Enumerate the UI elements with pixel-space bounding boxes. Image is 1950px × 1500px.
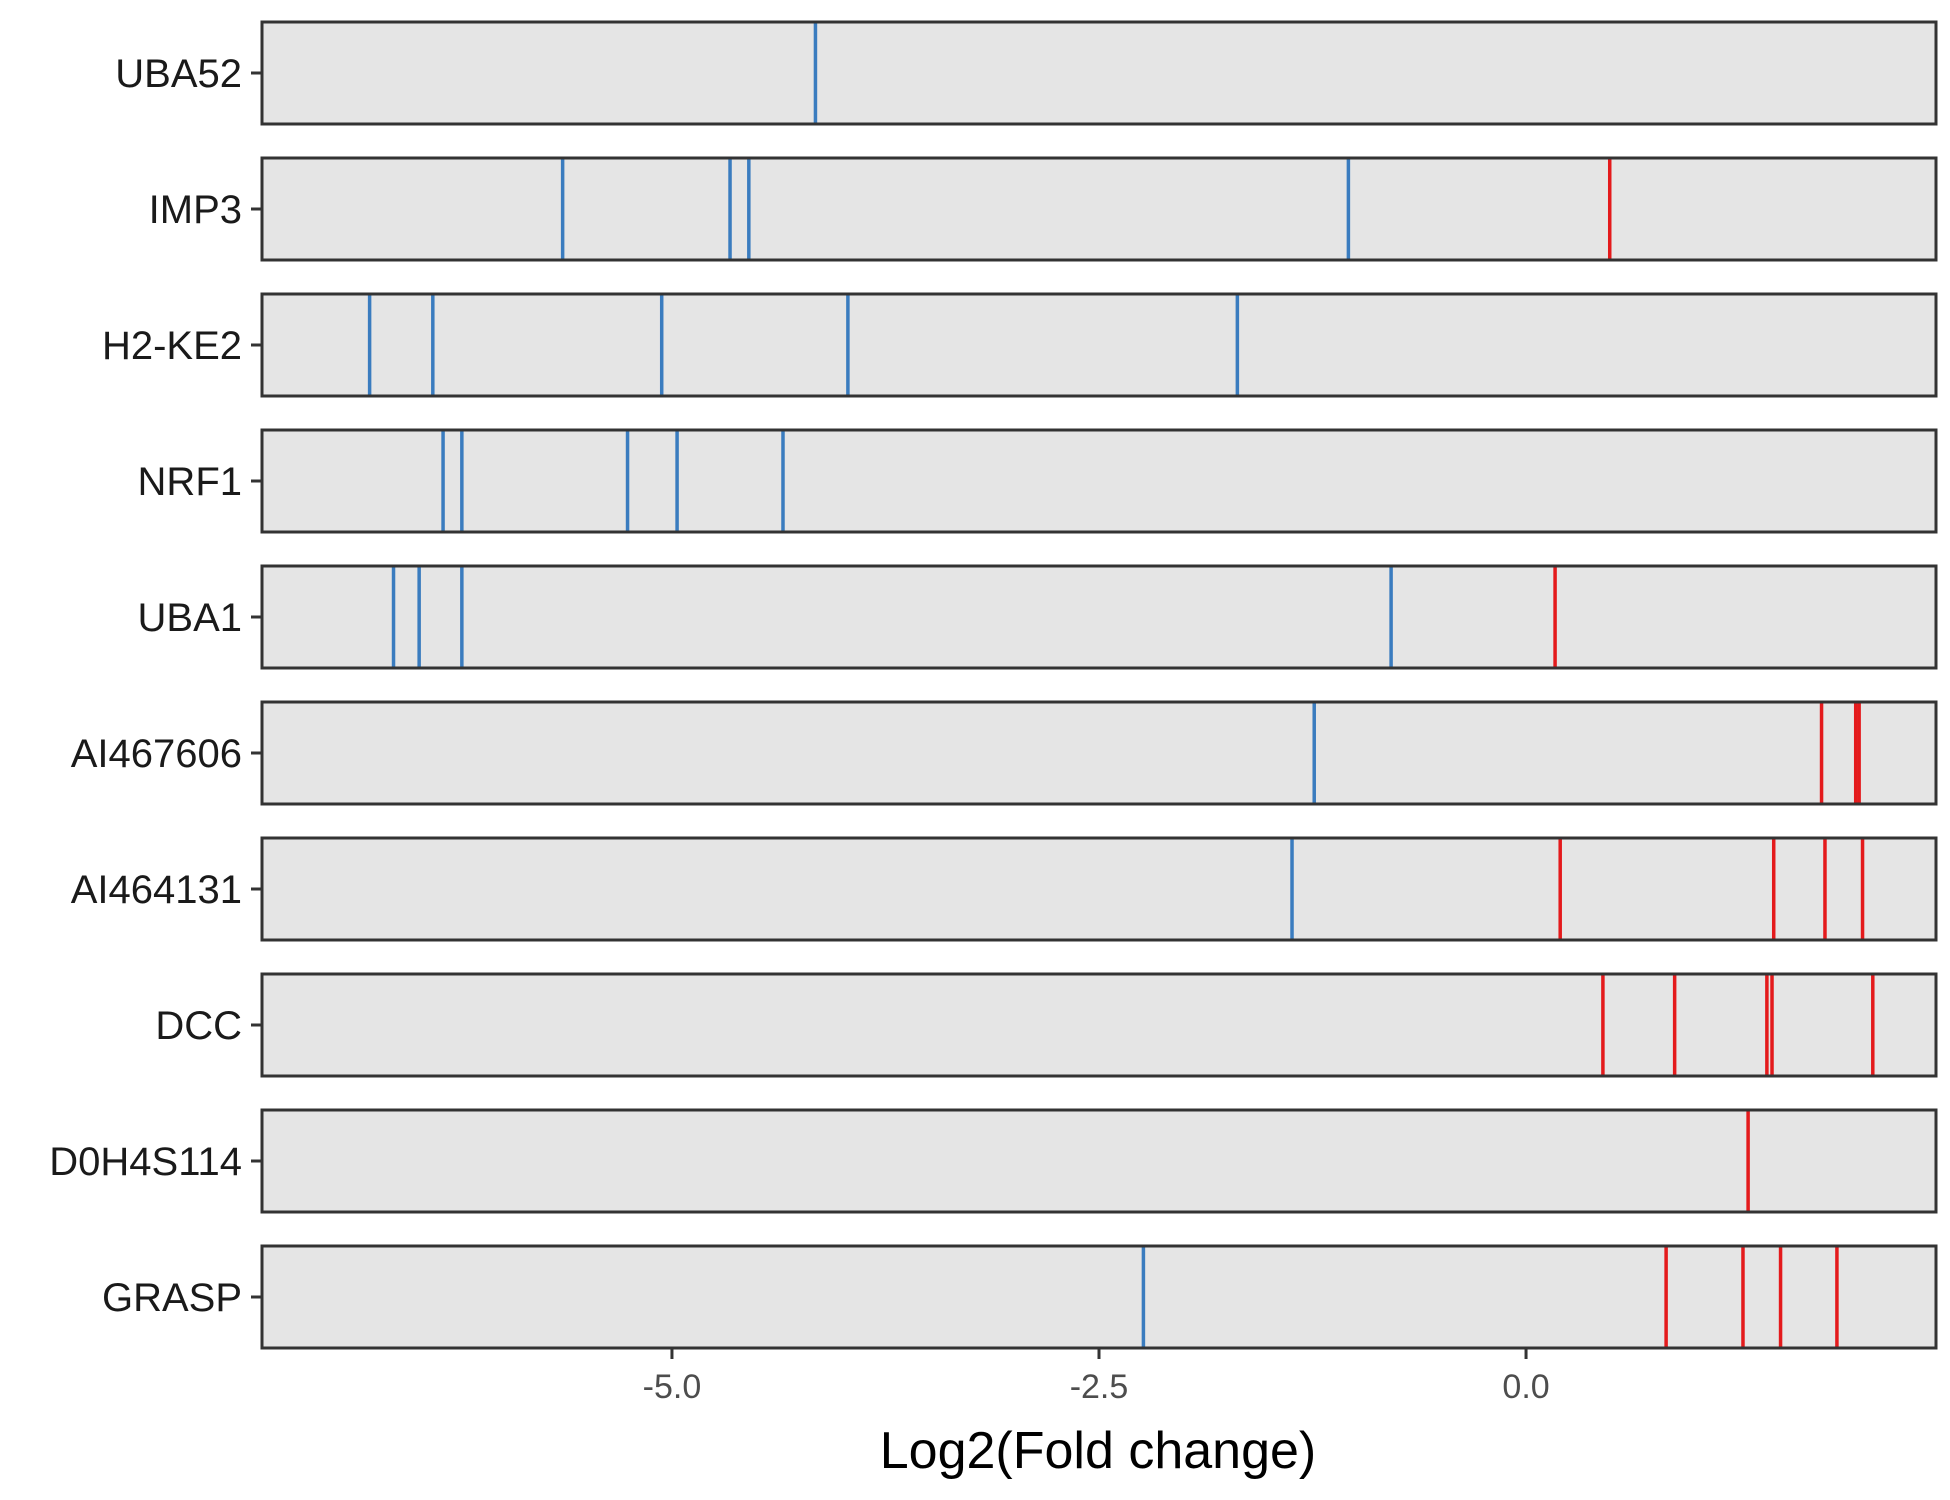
panel-background: [260, 1108, 1938, 1214]
x-tick-label: -5.0: [643, 1368, 702, 1406]
panel-background: [260, 20, 1938, 126]
x-axis: -5.0 -2.5 0.0: [643, 1348, 1550, 1406]
gene-panel: H2-KE2: [102, 292, 1938, 398]
gene-label: DCC: [155, 1004, 242, 1048]
gene-label: AI464131: [71, 868, 242, 912]
gene-panel: GRASP: [102, 1244, 1938, 1350]
gene-label: UBA52: [115, 52, 242, 96]
gene-label: IMP3: [149, 188, 242, 232]
panel-background: [260, 428, 1938, 534]
panel-background: [260, 156, 1938, 262]
panel-background: [260, 972, 1938, 1078]
gene-panel: AI467606: [71, 700, 1938, 806]
x-axis-title: Log2(Fold change): [880, 1422, 1317, 1480]
gene-label: H2-KE2: [102, 324, 242, 368]
gene-label: NRF1: [138, 460, 242, 504]
gene-panel: NRF1: [138, 428, 1938, 534]
gene-panel: UBA1: [138, 564, 1938, 670]
gene-label: GRASP: [102, 1276, 242, 1320]
gene-label: UBA1: [138, 596, 243, 640]
gene-panel: IMP3: [149, 156, 1938, 262]
gene-panel: D0H4S114: [49, 1108, 1938, 1214]
gene-label: AI467606: [71, 732, 242, 776]
gene-label: D0H4S114: [49, 1140, 242, 1184]
panel-background: [260, 1244, 1938, 1350]
panel-background: [260, 700, 1938, 806]
panel-background: [260, 292, 1938, 398]
gene-panels: UBA52 IMP3 H2-KE2 NRF1 UBA1 AI467606 AI464131 D…: [49, 20, 1938, 1350]
x-tick-label: 0.0: [1502, 1368, 1549, 1406]
gene-panel: AI464131: [71, 836, 1938, 942]
x-tick-label: -2.5: [1070, 1368, 1129, 1406]
gene-panel: UBA52: [115, 20, 1938, 126]
panel-background: [260, 836, 1938, 942]
gene-panel: DCC: [155, 972, 1938, 1078]
panel-background: [260, 564, 1938, 670]
